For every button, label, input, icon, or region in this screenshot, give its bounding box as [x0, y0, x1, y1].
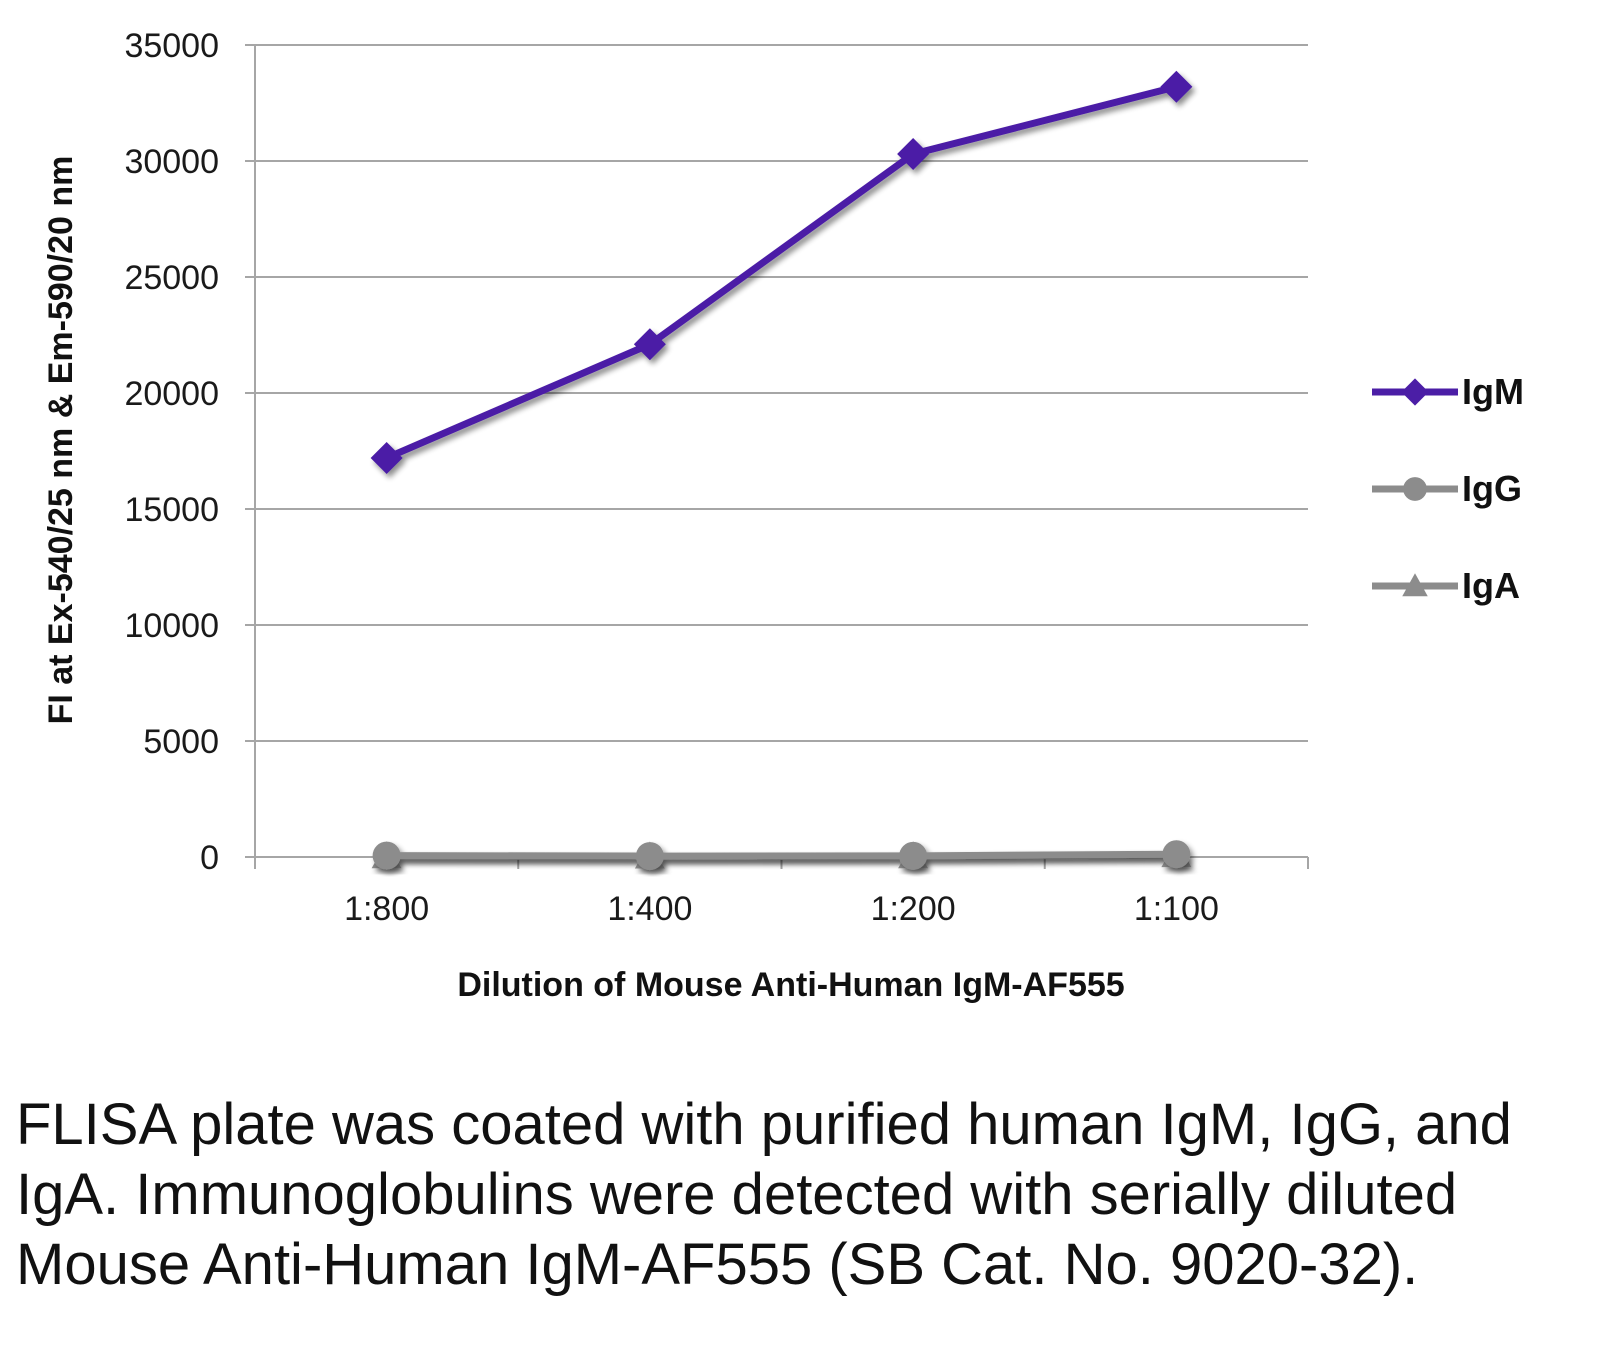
data-point-igm — [1160, 70, 1193, 103]
data-point-igg — [635, 842, 664, 871]
data-point-igm — [370, 441, 403, 474]
data-point-igm — [897, 138, 930, 171]
y-tick-label: 5000 — [143, 723, 219, 761]
legend: IgM IgG IgA — [1372, 371, 1524, 606]
series-igm — [370, 70, 1193, 474]
legend-item-igg: IgG — [1372, 468, 1522, 509]
y-axis-title: FI at Ex-540/25 nm & Em-590/20 nm — [42, 156, 80, 725]
x-tick-label: 1:400 — [607, 890, 692, 928]
y-tick-label: 0 — [200, 839, 219, 877]
y-tick-label: 25000 — [124, 259, 219, 297]
series-igg — [372, 840, 1191, 871]
legend-item-iga: IgA — [1372, 565, 1520, 606]
legend-marker — [1401, 378, 1429, 406]
y-tick-label: 30000 — [124, 143, 219, 181]
legend-marker — [1402, 573, 1428, 597]
y-tick-label: 20000 — [124, 375, 219, 413]
x-tick-label: 1:100 — [1134, 890, 1219, 928]
axes — [245, 44, 1309, 869]
legend-marker — [1403, 477, 1427, 501]
legend-label: IgA — [1462, 565, 1520, 606]
data-point-igg — [1162, 840, 1191, 869]
series-layer — [370, 70, 1193, 871]
legend-label: IgM — [1462, 371, 1524, 412]
y-tick-label: 10000 — [124, 607, 219, 645]
y-tick-label: 35000 — [124, 27, 219, 65]
data-point-igg — [372, 841, 401, 870]
legend-item-igm: IgM — [1372, 371, 1524, 412]
series-line-igg — [386, 850, 1177, 860]
data-point-igm — [633, 328, 666, 361]
series-line-igm — [385, 83, 1178, 462]
y-tick-label: 15000 — [124, 491, 219, 529]
y-tick-labels: 0 5000 10000 15000 20000 25000 30000 35000 — [124, 27, 219, 877]
figure-caption: FLISA plate was coated with purified hum… — [16, 1092, 1512, 1297]
x-tick-labels: 1:800 1:400 1:200 1:100 — [344, 890, 1219, 928]
x-tick-label: 1:200 — [871, 890, 956, 928]
gridlines — [255, 44, 1308, 742]
data-point-igg — [899, 841, 928, 870]
legend-label: IgG — [1462, 468, 1522, 509]
elisa-line-chart: 0 5000 10000 15000 20000 25000 30000 35000 1:80… — [42, 27, 1524, 1004]
x-tick-label: 1:800 — [344, 890, 429, 928]
x-axis-title: Dilution of Mouse Anti-Human IgM-AF555 — [457, 966, 1124, 1004]
